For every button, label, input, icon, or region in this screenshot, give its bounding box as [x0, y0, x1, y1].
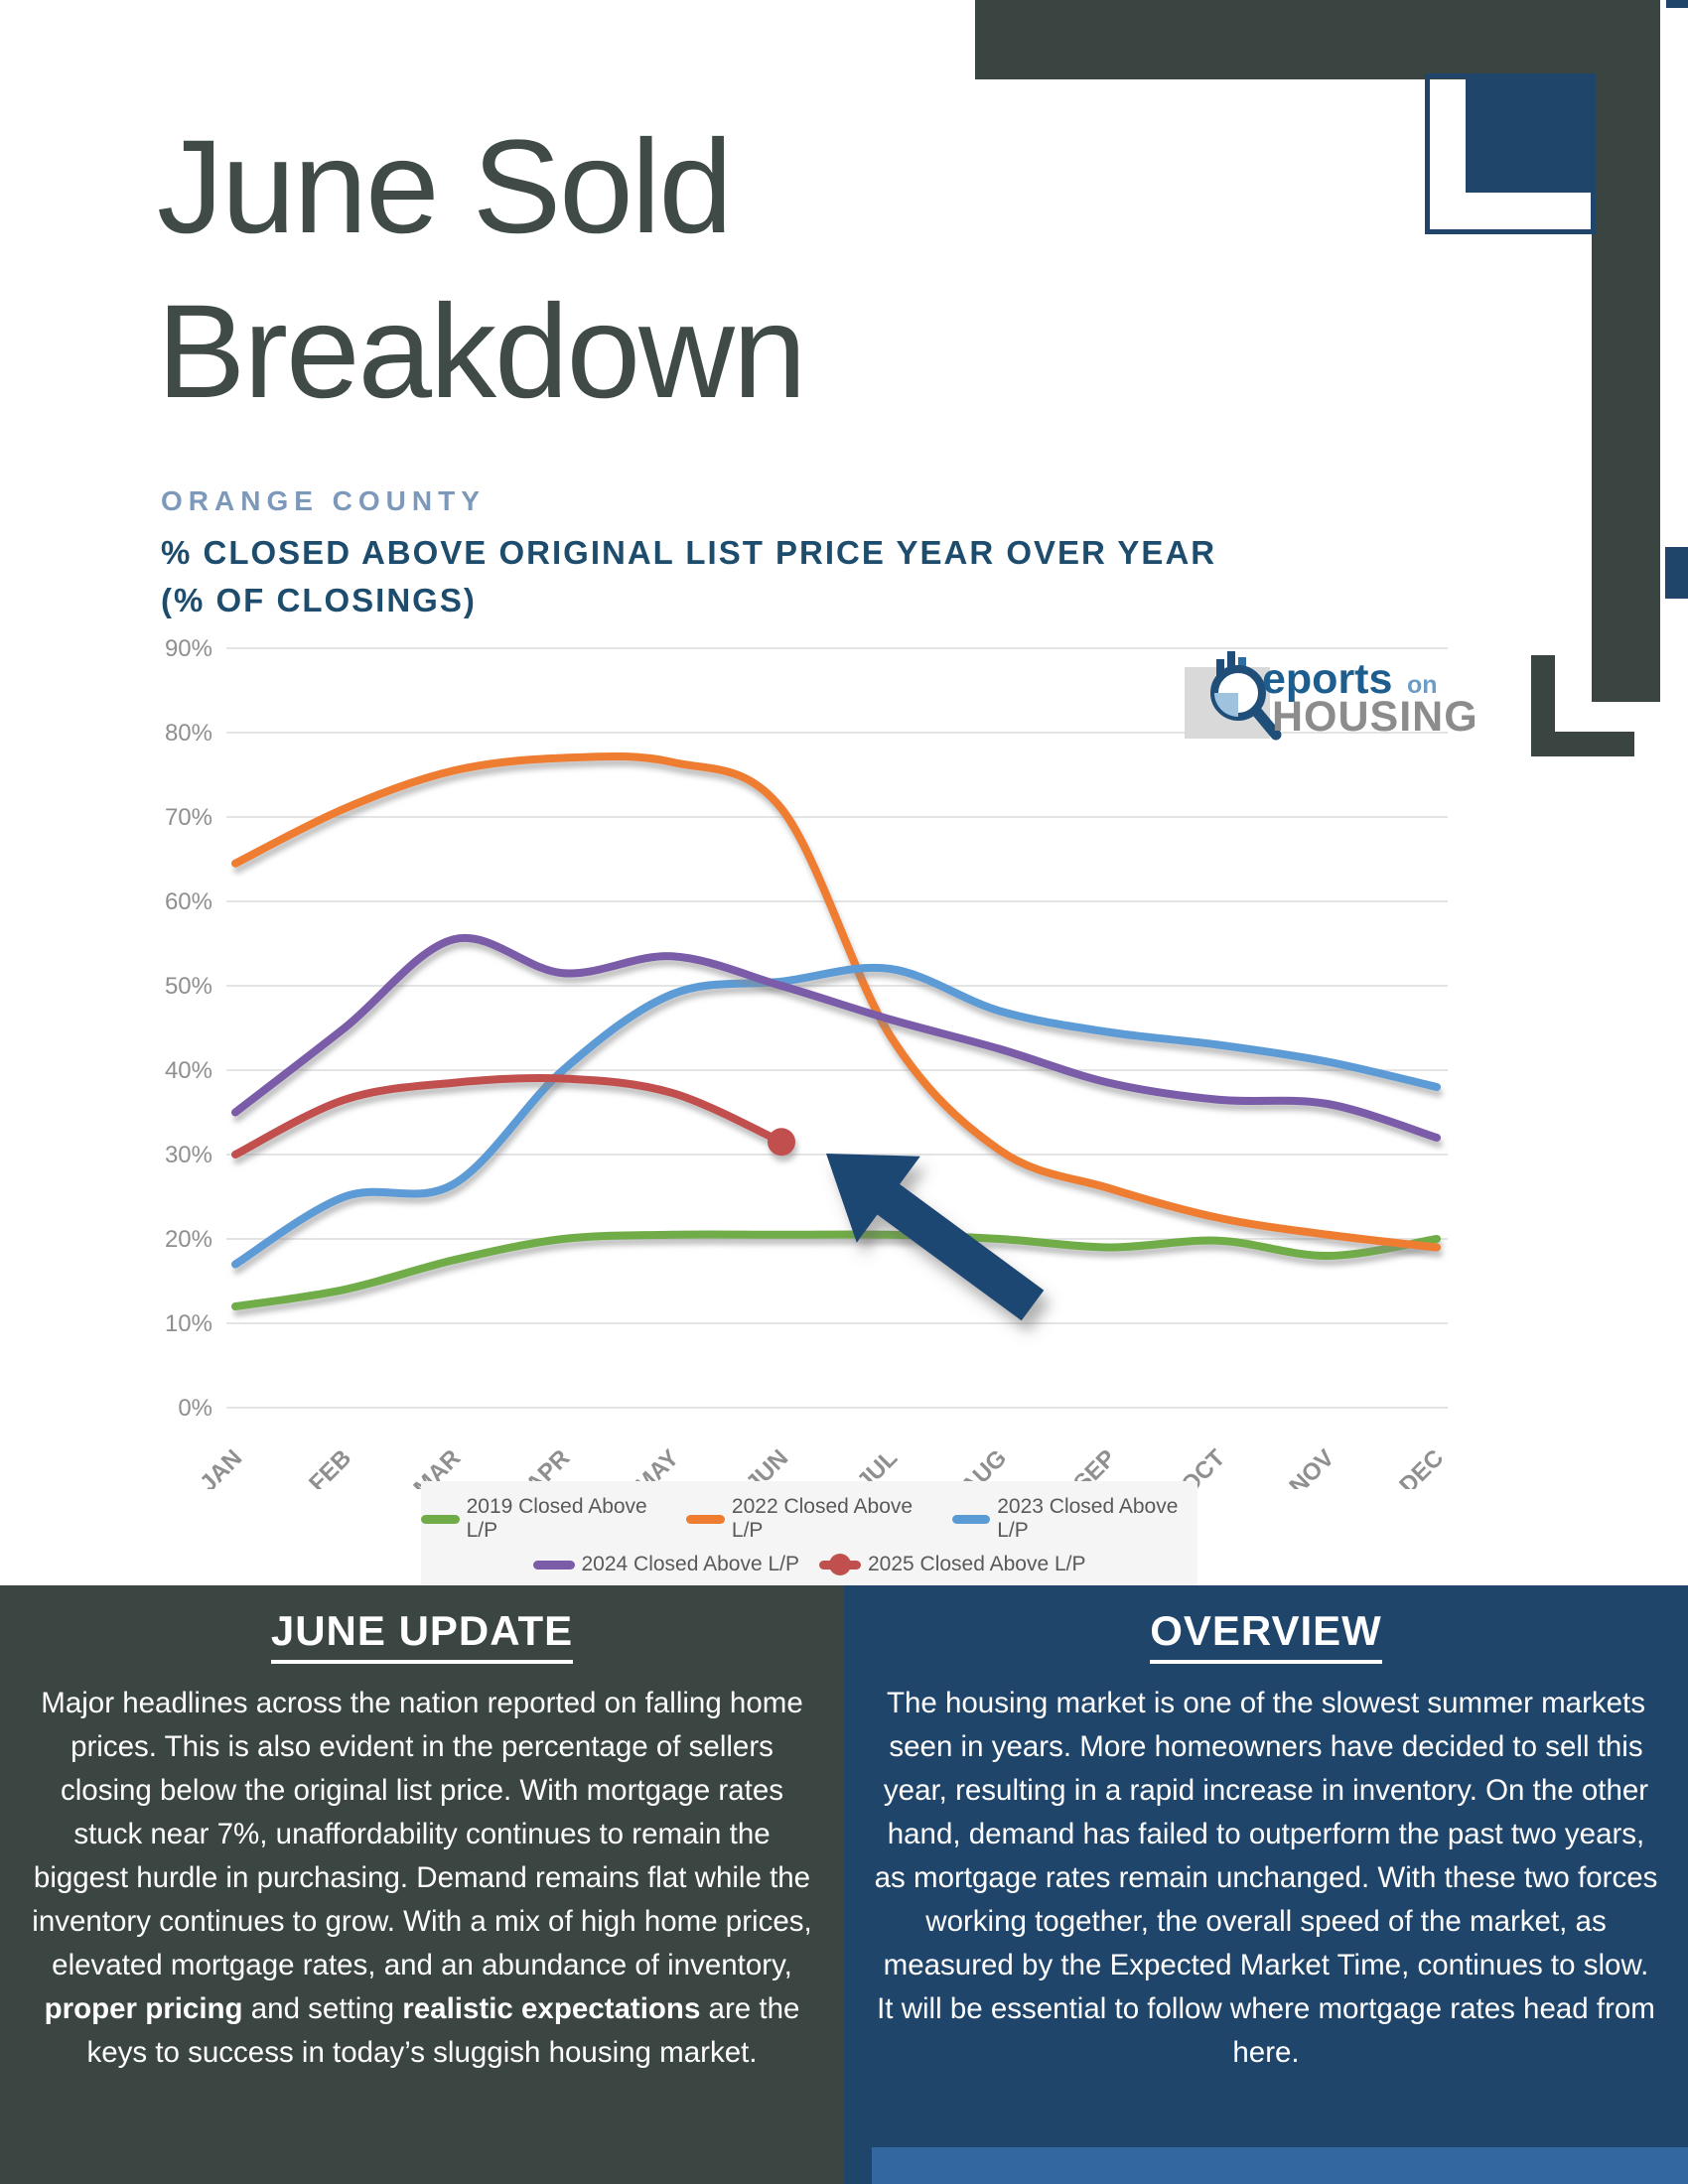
legend-swatch	[819, 1554, 861, 1575]
overview-title: OVERVIEW	[844, 1607, 1688, 1664]
decor-right-band	[1592, 0, 1660, 702]
chart-legend: 2019 Closed Above L/P 2022 Closed Above L…	[421, 1481, 1197, 1592]
y-tick-label: 0%	[178, 1395, 212, 1422]
decor-navy-filled-square	[1466, 77, 1592, 193]
logo-magnifier-icon	[1210, 651, 1282, 741]
legend-label: 2025 Closed Above L/P	[868, 1553, 1086, 1575]
series-end-marker-2025	[768, 1128, 795, 1157]
decor-navy-corner-sliver	[1666, 0, 1688, 8]
logo-word-on: on	[1407, 671, 1438, 699]
legend-swatch	[532, 1560, 575, 1570]
y-tick-label: 70%	[165, 804, 212, 831]
legend-swatch	[686, 1514, 725, 1524]
june-update-body: Major headlines across the nation report…	[32, 1687, 812, 2069]
annotation-arrow	[826, 1154, 1045, 1321]
line-chart: 0% 10% 20% 30% 40% 50% 60% 70% 80% 90% JAN FEB MAR A…	[0, 615, 1688, 1489]
series-line-2022	[231, 751, 1441, 1252]
logo-word-housing: HOUSING	[1272, 693, 1478, 741]
legend-swatch	[421, 1514, 460, 1524]
chart-region-label: ORANGE COUNTY	[161, 485, 486, 516]
legend-swatch-dot	[829, 1554, 851, 1575]
series-line-2023	[231, 963, 1441, 1269]
legend-item-2025: 2025 Closed Above L/P	[819, 1553, 1086, 1576]
chart-series-lines	[231, 751, 1441, 1310]
legend-item-2019: 2019 Closed Above L/P	[421, 1495, 666, 1543]
overview-body: The housing market is one of the slowest…	[874, 1687, 1658, 2069]
decor-l-shape-horizontal	[1531, 732, 1634, 756]
legend-item-2023: 2023 Closed Above L/P	[951, 1495, 1197, 1543]
legend-label: 2023 Closed Above L/P	[997, 1495, 1179, 1542]
decor-navy-edge-square	[1665, 547, 1688, 599]
x-tick-label: NOV	[1284, 1444, 1339, 1489]
june-update-title: JUNE UPDATE	[0, 1607, 844, 1664]
y-tick-label: 50%	[165, 973, 212, 1000]
logo-word-reports: eports	[1262, 655, 1393, 703]
page-title: June Sold Breakdown	[157, 113, 806, 426]
chart-title-line1: % CLOSED ABOVE ORIGINAL LIST PRICE YEAR …	[161, 534, 1217, 571]
x-tick-label: JAN	[195, 1444, 247, 1489]
overview-panel: OVERVIEW The housing market is one of th…	[844, 1585, 1688, 2184]
line-chart-svg: 0%10%20%30%40%50%60%70%80%90% JAN FEB MAR A…	[165, 635, 1449, 1489]
bottom-accent-bar	[872, 2147, 1688, 2184]
chart-title-line2: (% OF CLOSINGS)	[161, 582, 477, 618]
x-tick-label: FEB	[304, 1444, 356, 1489]
legend-item-2022: 2022 Closed Above L/P	[686, 1495, 931, 1543]
y-tick-label: 40%	[165, 1057, 212, 1084]
chart-header: ORANGE COUNTY % CLOSED ABOVE ORIGINAL LI…	[161, 485, 1216, 624]
legend-label: 2024 Closed Above L/P	[581, 1553, 800, 1575]
y-tick-label: 60%	[165, 888, 212, 915]
decor-navy-outline-square	[1425, 73, 1596, 234]
x-tick-label: DEC	[1394, 1444, 1449, 1489]
series-line-2024	[231, 933, 1441, 1142]
legend-swatch	[951, 1514, 991, 1524]
y-tick-label: 10%	[165, 1310, 212, 1337]
legend-item-2024: 2024 Closed Above L/P	[532, 1553, 800, 1576]
legend-label: 2022 Closed Above L/P	[731, 1495, 914, 1542]
y-tick-label: 30%	[165, 1142, 212, 1168]
decor-top-bar	[975, 0, 1660, 79]
y-tick-label: 20%	[165, 1226, 212, 1253]
reports-on-housing-logo: eports on HOUSING	[1177, 637, 1477, 747]
series-line-2025	[231, 1073, 785, 1159]
series-line-2019	[231, 1230, 1441, 1310]
y-tick-label: 80%	[165, 720, 212, 747]
legend-row-1: 2019 Closed Above L/P 2022 Closed Above L…	[421, 1495, 1197, 1543]
legend-row-2: 2024 Closed Above L/P 2025 Closed Above L…	[421, 1553, 1197, 1576]
y-tick-label: 90%	[165, 635, 212, 662]
legend-label: 2019 Closed Above L/P	[466, 1495, 647, 1542]
june-update-panel: JUNE UPDATE Major headlines across the n…	[0, 1585, 844, 2184]
chart-gridlines: 0% 10% 20% 30% 40% 50% 60% 70% 80% 90%	[165, 635, 1448, 1422]
